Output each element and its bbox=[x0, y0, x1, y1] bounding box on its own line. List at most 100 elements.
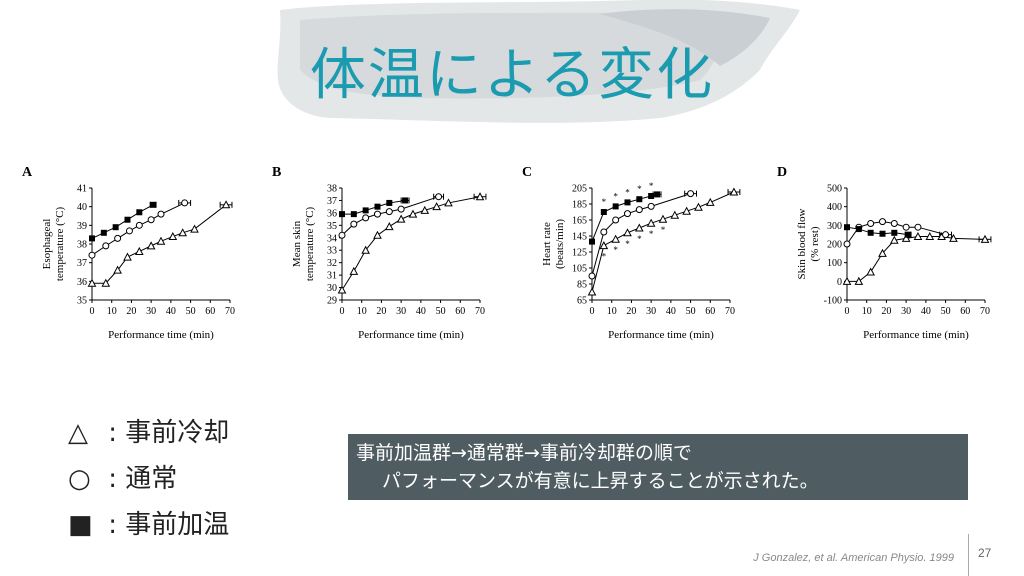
x-tick-label: 70 bbox=[475, 306, 485, 317]
data-point-circle bbox=[623, 210, 631, 218]
data-point-triangle bbox=[658, 214, 668, 223]
y-tick-label: 35 bbox=[327, 221, 337, 232]
data-point-triangle bbox=[634, 223, 644, 232]
data-point-circle bbox=[878, 218, 886, 226]
data-point-triangle bbox=[842, 276, 852, 285]
x-axis-label: Performance time (min) bbox=[358, 329, 464, 341]
data-point-triangle bbox=[168, 231, 178, 241]
chart-panel-a: A 35 36 37 38 39 40 41 0 10 20 30 40 50 60 70 Performanc… bbox=[20, 160, 260, 354]
significance-marker: * bbox=[637, 234, 642, 244]
data-point-square bbox=[879, 230, 886, 237]
data-point-triangle bbox=[599, 241, 609, 250]
y-tick-label: 145 bbox=[572, 232, 587, 243]
y-tick-label: 200 bbox=[827, 240, 842, 251]
y-tick-label: 400 bbox=[827, 202, 842, 213]
y-axis-label: Mean skintemperature (°C) bbox=[291, 206, 316, 281]
page-title: 体温による変化 bbox=[309, 43, 715, 108]
data-point-circle bbox=[125, 227, 133, 235]
data-point-square bbox=[112, 224, 119, 231]
data-point-circle bbox=[635, 206, 643, 214]
data-point-triangle bbox=[866, 267, 875, 276]
data-point-triangle bbox=[889, 235, 899, 244]
y-axis-label-line: (% rest) bbox=[809, 226, 821, 261]
legend-separator: : bbox=[108, 418, 118, 448]
legend-label: 事前加温 bbox=[125, 510, 230, 540]
chart-panel-c: C 65 85 105 125 145 165 185 205 0 10 20 30 40 50 60 70 Pe… bbox=[520, 160, 760, 354]
y-tick-label: 39 bbox=[77, 221, 87, 232]
data-point-triangle bbox=[396, 214, 406, 223]
data-point-triangle bbox=[432, 202, 441, 211]
conclusion-line-1: 事前加温群→通常群→事前冷却群の順で bbox=[356, 442, 692, 464]
x-axis-label: Performance time (min) bbox=[608, 329, 714, 341]
significance-marker: * bbox=[613, 245, 618, 255]
data-point-circle bbox=[350, 220, 358, 228]
data-point-triangle bbox=[694, 202, 703, 211]
y-tick-label: 300 bbox=[827, 221, 842, 232]
y-tick-label: 36 bbox=[327, 208, 337, 219]
legend-label: 事前冷却 bbox=[125, 418, 230, 448]
y-tick-label: 37 bbox=[77, 258, 87, 269]
data-point-circle bbox=[867, 219, 875, 227]
data-point-circle bbox=[397, 205, 405, 213]
y-tick-label: 125 bbox=[572, 248, 587, 259]
x-tick-label: 10 bbox=[357, 306, 367, 317]
data-point-triangle bbox=[854, 276, 864, 285]
data-point-triangle bbox=[123, 252, 132, 261]
data-point-circle bbox=[588, 272, 596, 280]
data-point-triangle bbox=[190, 224, 199, 233]
x-tick-label: 40 bbox=[166, 306, 176, 317]
data-point-triangle bbox=[146, 241, 156, 250]
chart-svg: C 65 85 105 125 145 165 185 205 0 10 20 30 40 50 60 70 Pe… bbox=[522, 165, 741, 341]
x-tick-label: 50 bbox=[686, 306, 696, 317]
data-point-circle bbox=[362, 214, 370, 222]
x-tick-label: 30 bbox=[646, 306, 656, 317]
data-point-circle bbox=[843, 240, 851, 248]
data-point-circle bbox=[942, 231, 950, 239]
data-point-square bbox=[100, 229, 107, 236]
data-point-square bbox=[636, 196, 643, 203]
data-point-triangle bbox=[980, 234, 990, 243]
data-point-square bbox=[600, 209, 607, 215]
data-point-circle bbox=[88, 251, 96, 259]
y-tick-label: 165 bbox=[572, 216, 587, 227]
y-axis-label-line: Esophageal bbox=[41, 219, 53, 270]
data-point-triangle bbox=[878, 248, 887, 257]
significance-marker: * bbox=[625, 239, 630, 249]
data-point-triangle bbox=[87, 278, 97, 287]
data-point-triangle bbox=[101, 278, 111, 287]
data-point-square bbox=[867, 229, 874, 236]
y-tick-label: 105 bbox=[572, 264, 587, 275]
data-point-square bbox=[654, 191, 661, 198]
y-axis-label-line: Heart rate bbox=[541, 222, 553, 266]
x-tick-label: 60 bbox=[205, 306, 215, 317]
data-point-triangle bbox=[113, 265, 122, 274]
data-point-triangle bbox=[337, 285, 347, 294]
data-point-triangle bbox=[384, 222, 394, 231]
square-icon: ■ bbox=[68, 510, 93, 540]
legend-separator: : bbox=[108, 464, 118, 494]
triangle-icon: △ bbox=[68, 418, 88, 448]
data-point-triangle bbox=[611, 234, 620, 243]
y-axis-label: Skin blood flow(% rest) bbox=[796, 209, 821, 280]
data-point-circle bbox=[338, 231, 346, 239]
x-tick-label: 40 bbox=[416, 306, 426, 317]
y-axis-label: Esophagealtemperature (°C) bbox=[41, 206, 66, 281]
y-tick-label: 34 bbox=[327, 233, 337, 244]
data-point-circle bbox=[612, 216, 620, 224]
x-axis-label: Performance time (min) bbox=[108, 329, 214, 341]
x-tick-label: 70 bbox=[725, 306, 735, 317]
x-tick-label: 40 bbox=[921, 306, 931, 317]
brush-stroke-background bbox=[277, 0, 800, 123]
data-point-triangle bbox=[349, 266, 359, 275]
x-axis-label: Performance time (min) bbox=[863, 329, 969, 341]
legend-item-preheat: ■ : 事前加温 bbox=[68, 504, 229, 540]
data-point-circle bbox=[114, 234, 122, 242]
circle-icon: ○ bbox=[68, 464, 91, 494]
y-tick-label: 40 bbox=[77, 202, 87, 213]
x-tick-label: 20 bbox=[881, 306, 891, 317]
y-tick-label: 32 bbox=[327, 258, 337, 269]
x-tick-label: 70 bbox=[225, 306, 235, 317]
legend-separator: : bbox=[108, 510, 118, 540]
significance-marker: * bbox=[613, 191, 618, 201]
data-point-circle bbox=[687, 190, 695, 198]
